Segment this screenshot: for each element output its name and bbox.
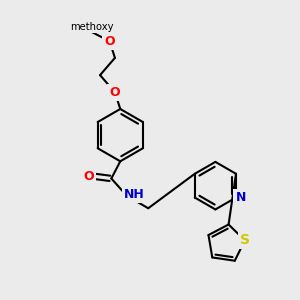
Text: N: N	[236, 191, 246, 204]
Text: O: O	[104, 35, 115, 48]
Text: NH: NH	[124, 188, 145, 201]
Text: O: O	[83, 170, 94, 183]
Text: O: O	[110, 86, 120, 99]
Text: S: S	[240, 233, 250, 248]
Text: methoxy: methoxy	[70, 22, 113, 32]
